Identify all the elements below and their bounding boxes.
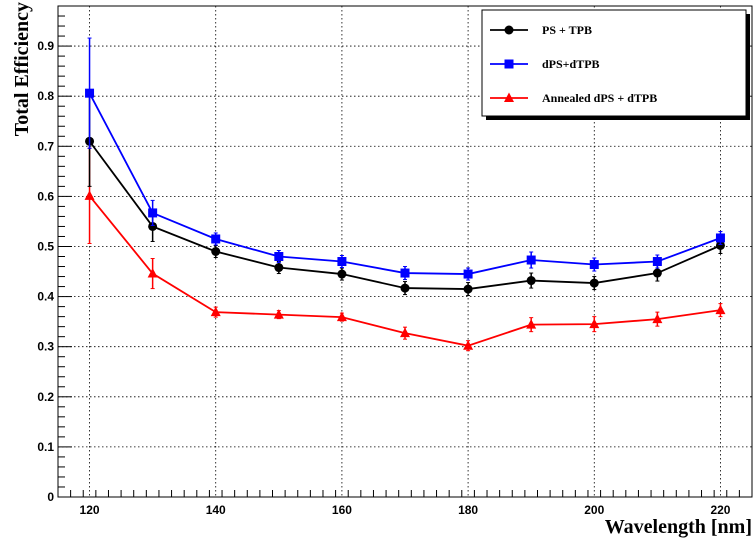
data-point <box>400 268 410 278</box>
x-tick-label: 140 <box>206 503 226 517</box>
data-point <box>210 306 221 317</box>
data-point <box>463 340 474 350</box>
data-point <box>85 88 95 98</box>
y-axis-title: Total Efficiency <box>11 2 33 136</box>
data-point <box>84 190 95 200</box>
y-tick-label: 0 <box>47 490 54 504</box>
legend-label: Annealed dPS + dTPB <box>542 91 657 105</box>
data-point <box>652 257 662 267</box>
data-point <box>589 318 600 329</box>
data-point <box>526 276 536 286</box>
legend-entry: PS + TPB <box>490 23 592 37</box>
y-tick-label: 0.6 <box>37 189 54 203</box>
x-tick-label: 180 <box>458 503 478 517</box>
data-point <box>589 278 599 288</box>
y-tick-label: 0.5 <box>37 239 54 253</box>
x-tick-label: 200 <box>584 503 604 517</box>
legend-marker <box>504 25 514 35</box>
data-point <box>148 208 158 218</box>
y-tick-label: 0.7 <box>37 139 54 153</box>
x-tick-label: 120 <box>80 503 100 517</box>
legend: PS + TPB dPS+dTPB Annealed dPS + dTPB <box>481 9 750 120</box>
legend-entry: dPS+dTPB <box>490 57 600 71</box>
y-tick-label: 0.1 <box>37 440 54 454</box>
y-tick-label: 0.4 <box>37 290 54 304</box>
data-point <box>526 319 537 329</box>
data-point <box>400 327 410 338</box>
legend-marker <box>504 92 514 102</box>
data-point <box>715 304 726 315</box>
y-tick-label: 0.9 <box>37 39 54 53</box>
data-point <box>589 260 599 270</box>
y-tick-label: 0.2 <box>37 390 54 404</box>
y-tick-label: 0.8 <box>37 89 54 103</box>
data-point <box>337 269 347 279</box>
series-square <box>85 37 725 281</box>
data-point <box>148 221 158 231</box>
data-point <box>715 240 725 250</box>
legend-entries: PS + TPB dPS+dTPB Annealed dPS + dTPB <box>490 23 657 105</box>
legend-entry: Annealed dPS + dTPB <box>490 91 657 105</box>
data-series <box>84 37 726 352</box>
axis-ticks: 120 140 160 180 200 220 0 0.1 0.2 0.3 0.4 0.5 0.6 0.7… <box>37 5 753 517</box>
data-point <box>274 263 284 273</box>
data-point <box>400 283 410 293</box>
x-tick-label: 160 <box>332 503 352 517</box>
x-tick-label: 220 <box>710 503 730 517</box>
y-tick-label: 0.3 <box>37 340 54 354</box>
data-point <box>336 311 347 322</box>
data-point <box>273 309 284 319</box>
data-point <box>463 269 473 279</box>
x-axis-title: Wavelength [nm] <box>605 516 752 538</box>
data-point <box>211 247 221 256</box>
data-point <box>274 252 284 262</box>
plot-frame <box>57 5 753 498</box>
data-point <box>147 268 158 278</box>
legend-label: PS + TPB <box>542 23 592 37</box>
data-point <box>652 313 663 324</box>
data-point <box>715 233 725 243</box>
data-point <box>337 257 347 267</box>
legend-label: dPS+dTPB <box>542 57 600 71</box>
data-point <box>526 255 536 265</box>
data-point <box>463 284 473 294</box>
data-point <box>652 268 662 278</box>
data-point <box>211 234 221 244</box>
legend-marker <box>504 59 514 69</box>
